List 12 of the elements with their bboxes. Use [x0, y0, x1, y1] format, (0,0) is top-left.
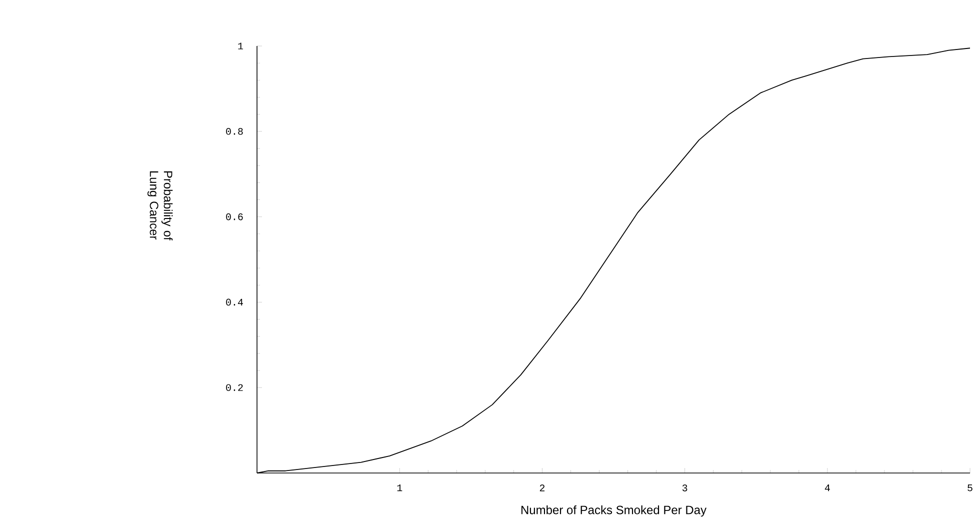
x-tick-label: 5	[968, 484, 972, 492]
x-tick-label: 3	[682, 484, 688, 492]
x-tick-label: 2	[540, 484, 545, 492]
x-axis-title: Number of Packs Smoked Per Day	[521, 505, 706, 517]
y-tick-label: 0.4	[226, 298, 243, 306]
y-tick-label: 0.6	[226, 213, 243, 220]
y-tick-label: 1	[238, 42, 243, 50]
y-axis-title: Probability of Lung Cancer	[147, 171, 173, 240]
x-tick-label: 4	[824, 484, 830, 492]
x-tick-label: 1	[397, 484, 402, 492]
y-tick-label: 0.2	[226, 384, 243, 391]
y-tick-label: 0.8	[226, 128, 243, 135]
